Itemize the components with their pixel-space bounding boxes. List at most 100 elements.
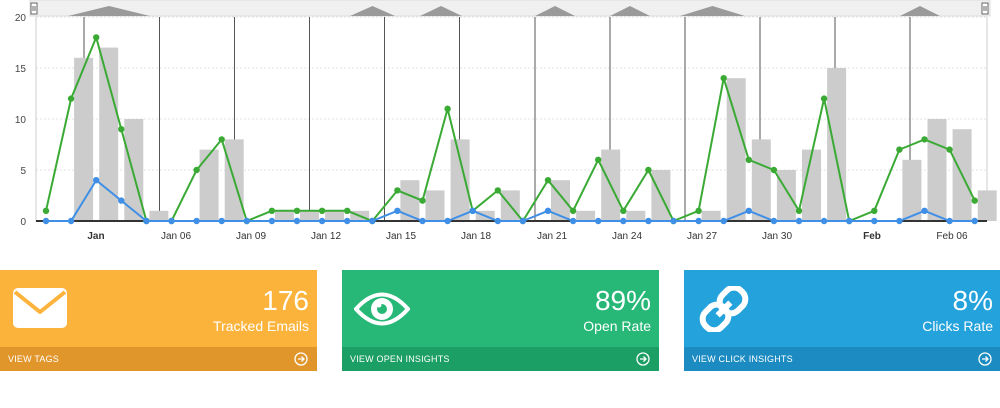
series-point bbox=[193, 166, 200, 174]
open-rate-card-top bbox=[342, 270, 659, 347]
x-tick-label: Jan 15 bbox=[386, 231, 416, 242]
arrow-right-circle-icon bbox=[636, 352, 650, 366]
series-point bbox=[394, 187, 401, 194]
view-click-insights-link[interactable]: VIEW CLICK INSIGHTS bbox=[684, 347, 1000, 371]
series-point bbox=[218, 217, 225, 225]
series-point bbox=[67, 217, 75, 225]
bar bbox=[927, 119, 947, 221]
bar bbox=[74, 57, 94, 221]
series-point bbox=[795, 207, 803, 214]
series-point bbox=[168, 217, 175, 225]
x-tick-label: Feb bbox=[863, 231, 881, 242]
navigator-series-shape bbox=[68, 6, 150, 16]
tracked-emails-card[interactable]: 176 Tracked Emails VIEW TAGS bbox=[0, 270, 317, 371]
series-point bbox=[42, 217, 50, 225]
link-icon bbox=[696, 284, 752, 334]
navigator-handle bbox=[981, 2, 989, 15]
series-point bbox=[695, 217, 702, 225]
series-point bbox=[871, 207, 878, 214]
series-point bbox=[394, 207, 401, 214]
bar bbox=[300, 210, 319, 221]
bar bbox=[199, 149, 219, 221]
series-point bbox=[670, 217, 677, 225]
x-tick-label: Jan 24 bbox=[612, 231, 642, 242]
bar bbox=[827, 68, 847, 221]
bar bbox=[425, 190, 445, 221]
view-tags-link[interactable]: VIEW TAGS bbox=[0, 347, 317, 371]
series-point bbox=[620, 217, 627, 225]
series-point bbox=[193, 217, 200, 225]
open-rate-label: Open Rate bbox=[583, 318, 651, 334]
series-point bbox=[143, 217, 150, 225]
series-point bbox=[695, 207, 702, 214]
series-point bbox=[645, 217, 652, 225]
bar bbox=[274, 210, 294, 221]
series-point bbox=[720, 217, 727, 225]
series-point bbox=[344, 217, 351, 225]
view-tags-label: VIEW TAGS bbox=[8, 354, 59, 364]
bar bbox=[325, 210, 345, 221]
navigator-series-shape bbox=[680, 6, 745, 16]
series-point bbox=[896, 217, 903, 225]
x-tick-label: Jan 21 bbox=[537, 231, 567, 242]
bar bbox=[400, 180, 420, 221]
series-point bbox=[645, 166, 652, 174]
x-tick-label: Jan 09 bbox=[236, 231, 266, 242]
series-point bbox=[243, 217, 250, 225]
series-point bbox=[93, 177, 100, 184]
view-open-insights-link[interactable]: VIEW OPEN INSIGHTS bbox=[342, 347, 659, 371]
x-tick-label: Jan 12 bbox=[311, 231, 341, 242]
series-point bbox=[971, 217, 978, 225]
series-line bbox=[46, 178, 975, 222]
series-point bbox=[544, 207, 552, 214]
navigator-series-shape bbox=[535, 6, 575, 16]
series-point bbox=[318, 217, 326, 225]
series-point bbox=[820, 95, 828, 102]
bar bbox=[149, 210, 169, 221]
view-open-insights-label: VIEW OPEN INSIGHTS bbox=[350, 354, 450, 364]
series-point bbox=[344, 207, 351, 214]
navigator-strip bbox=[29, 0, 991, 17]
navigator-series-shape bbox=[610, 6, 650, 16]
series-point bbox=[268, 207, 276, 214]
series-point bbox=[118, 197, 125, 204]
x-tick-label: Jan bbox=[87, 231, 104, 242]
envelope-icon bbox=[12, 286, 68, 332]
series-point bbox=[745, 156, 752, 163]
navigator-series-shape bbox=[420, 6, 462, 16]
y-tick-label: 10 bbox=[15, 115, 27, 126]
series-point bbox=[720, 75, 727, 82]
series-point bbox=[544, 177, 552, 184]
x-tick-label: Jan 06 bbox=[161, 231, 191, 242]
bar bbox=[99, 47, 119, 221]
bar bbox=[701, 210, 721, 221]
series-line bbox=[45, 34, 976, 223]
series-point bbox=[921, 207, 928, 214]
tracked-emails-label: Tracked Emails bbox=[213, 318, 309, 334]
series-point bbox=[42, 207, 50, 214]
x-tick-label: Feb 06 bbox=[936, 231, 968, 242]
navigator-handle bbox=[30, 2, 38, 15]
series-point bbox=[268, 217, 276, 225]
series-point bbox=[519, 217, 527, 225]
open-rate-card[interactable]: 89% Open Rate VIEW OPEN INSIGHTS bbox=[342, 270, 659, 371]
bar bbox=[576, 210, 596, 221]
series-point bbox=[419, 197, 426, 204]
series-point bbox=[820, 217, 828, 225]
bar bbox=[902, 159, 922, 221]
series-point bbox=[871, 217, 878, 225]
series-point bbox=[745, 207, 752, 214]
series-point bbox=[293, 217, 301, 225]
tracked-emails-value: 176 bbox=[262, 285, 309, 316]
bar bbox=[977, 190, 997, 221]
series-point bbox=[569, 217, 577, 225]
x-tick-label: Jan 27 bbox=[687, 231, 717, 242]
series-point bbox=[770, 217, 778, 225]
clicks-rate-card[interactable]: 8% Clicks Rate VIEW CLICK INSIGHTS bbox=[684, 270, 1000, 371]
bar bbox=[726, 78, 746, 221]
navigator-series-shape bbox=[900, 6, 940, 16]
bar bbox=[626, 210, 646, 221]
series-point bbox=[469, 207, 476, 214]
eye-icon bbox=[353, 286, 411, 332]
x-tick-label: Jan 18 bbox=[461, 231, 491, 242]
